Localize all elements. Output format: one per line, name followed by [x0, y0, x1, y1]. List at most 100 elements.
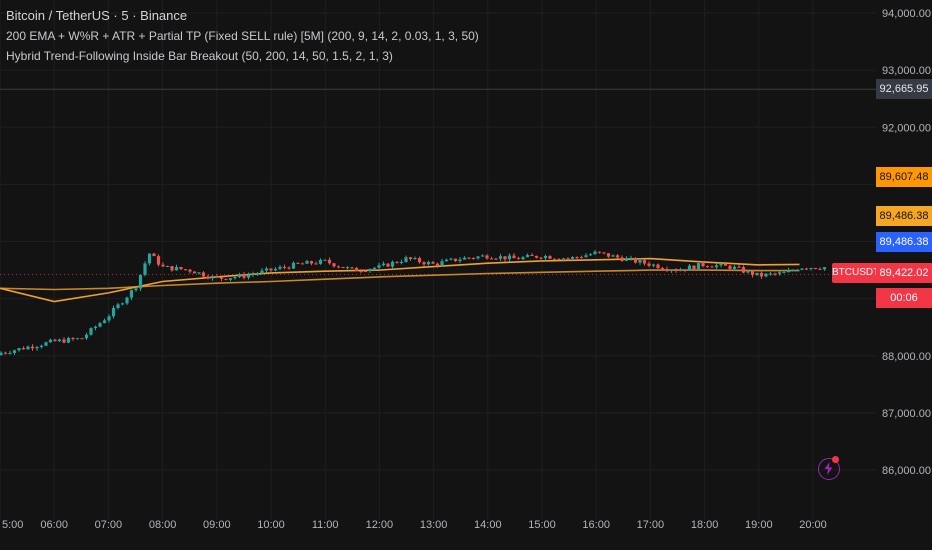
candle-body: [674, 270, 678, 272]
candle-body: [737, 266, 741, 268]
candle-body: [719, 263, 723, 266]
candle-body: [530, 255, 534, 257]
candle-body: [251, 274, 255, 276]
candle-body: [656, 264, 660, 269]
candle-body: [570, 257, 575, 259]
candle-body: [372, 267, 377, 269]
candle-body: [332, 263, 336, 267]
candle-body: [291, 262, 296, 269]
time-tick-label: 10:00: [257, 519, 285, 531]
candle-body: [206, 276, 210, 279]
candle-body: [242, 274, 246, 278]
candle-body: [759, 272, 764, 277]
time-tick-label: 14:00: [474, 519, 502, 531]
candle-body: [822, 267, 827, 270]
lightning-icon[interactable]: [818, 458, 840, 480]
candle-body: [71, 337, 75, 339]
candle-body: [201, 272, 206, 277]
candle-body: [179, 266, 183, 270]
candle-body: [800, 268, 804, 270]
candle-body: [741, 267, 746, 273]
candle-body: [143, 263, 147, 275]
candle-body: [134, 288, 138, 291]
candle-body: [62, 339, 66, 343]
candle-body: [687, 265, 692, 271]
symbol-title[interactable]: Bitcoin / TetherUS · 5 · Binance: [6, 8, 188, 23]
candle-body: [318, 259, 323, 264]
candle-body: [638, 260, 642, 263]
price-tick-label: 92,000.00: [882, 122, 931, 134]
time-tick-label: 16:00: [582, 519, 610, 531]
candle-body: [246, 274, 251, 278]
candle-body: [750, 270, 755, 276]
time-tick-label: 20:00: [799, 519, 827, 531]
candle-body: [696, 263, 701, 270]
candle-body: [552, 258, 557, 260]
price-axis: 94,000.00 93,000.00 92,000.00 88,000.00 87,0…: [882, 8, 931, 477]
candle-body: [224, 278, 228, 280]
candle-body: [111, 307, 116, 317]
candle-body: [557, 258, 561, 260]
candle-body: [39, 345, 44, 348]
candle-body: [116, 304, 120, 308]
candle-body: [485, 255, 489, 259]
candle-body: [746, 270, 750, 273]
candle-body: [354, 267, 359, 272]
ema-200-line: [0, 269, 800, 291]
price-label-ema-50: 89,607.48: [876, 167, 932, 187]
price-tick-label: 93,000.00: [882, 65, 931, 77]
candle-body: [620, 257, 624, 261]
candle-body: [399, 261, 404, 263]
candle-body: [93, 326, 98, 329]
time-tick-label: 17:00: [637, 519, 665, 531]
candle-body: [588, 254, 593, 256]
candle-body: [102, 320, 107, 324]
candle-body: [615, 255, 620, 258]
candle-body: [345, 267, 350, 269]
candle-body: [264, 268, 269, 271]
candle-body: [8, 352, 12, 354]
candle-body: [723, 263, 728, 266]
ema-50-line: [0, 257, 800, 303]
indicator-legend-ema[interactable]: 200 EMA + W%R + ATR + Partial TP (Fixed …: [6, 29, 479, 43]
candle-body: [138, 274, 143, 289]
candle-body: [561, 258, 566, 260]
candle-body: [287, 267, 291, 269]
candle-body: [89, 328, 93, 335]
candle-body: [233, 277, 237, 279]
candle-body: [764, 273, 768, 277]
candle-body: [422, 262, 426, 265]
chart-legend: Bitcoin / TetherUS · 5 · Binance 200 EMA…: [6, 6, 479, 66]
candle-body: [809, 268, 813, 270]
candle-body: [791, 270, 795, 272]
indicator-legend-inside-bar[interactable]: Hybrid Trend-Following Inside Bar Breako…: [6, 49, 393, 63]
candle-body: [228, 278, 233, 280]
candle-body: [269, 268, 273, 271]
candle-body: [413, 258, 417, 260]
price-label-ema-200: 89,486.38: [876, 206, 932, 226]
candle-body: [431, 262, 435, 264]
candle-body: [566, 258, 570, 260]
candle-body: [494, 258, 498, 260]
notification-dot: [832, 456, 839, 463]
candle-body: [633, 257, 638, 263]
candle-body: [66, 337, 71, 343]
candle-body: [210, 276, 215, 279]
candle-body: [147, 253, 152, 264]
candle-body: [818, 268, 822, 270]
candle-body: [282, 266, 287, 268]
price-tick-label: 87,000.00: [882, 408, 931, 420]
candle-body: [575, 257, 579, 259]
candle-body: [161, 264, 165, 267]
candle-body: [498, 256, 503, 259]
candle-body: [273, 268, 278, 271]
candle-body: [237, 274, 242, 278]
candle-body: [440, 261, 444, 266]
candle-body: [44, 342, 48, 346]
price-tick-label: 86,000.00: [882, 465, 931, 477]
candle-body: [458, 259, 462, 262]
candle-body: [651, 264, 656, 266]
candle-body: [647, 263, 651, 266]
candle-body: [728, 265, 732, 269]
